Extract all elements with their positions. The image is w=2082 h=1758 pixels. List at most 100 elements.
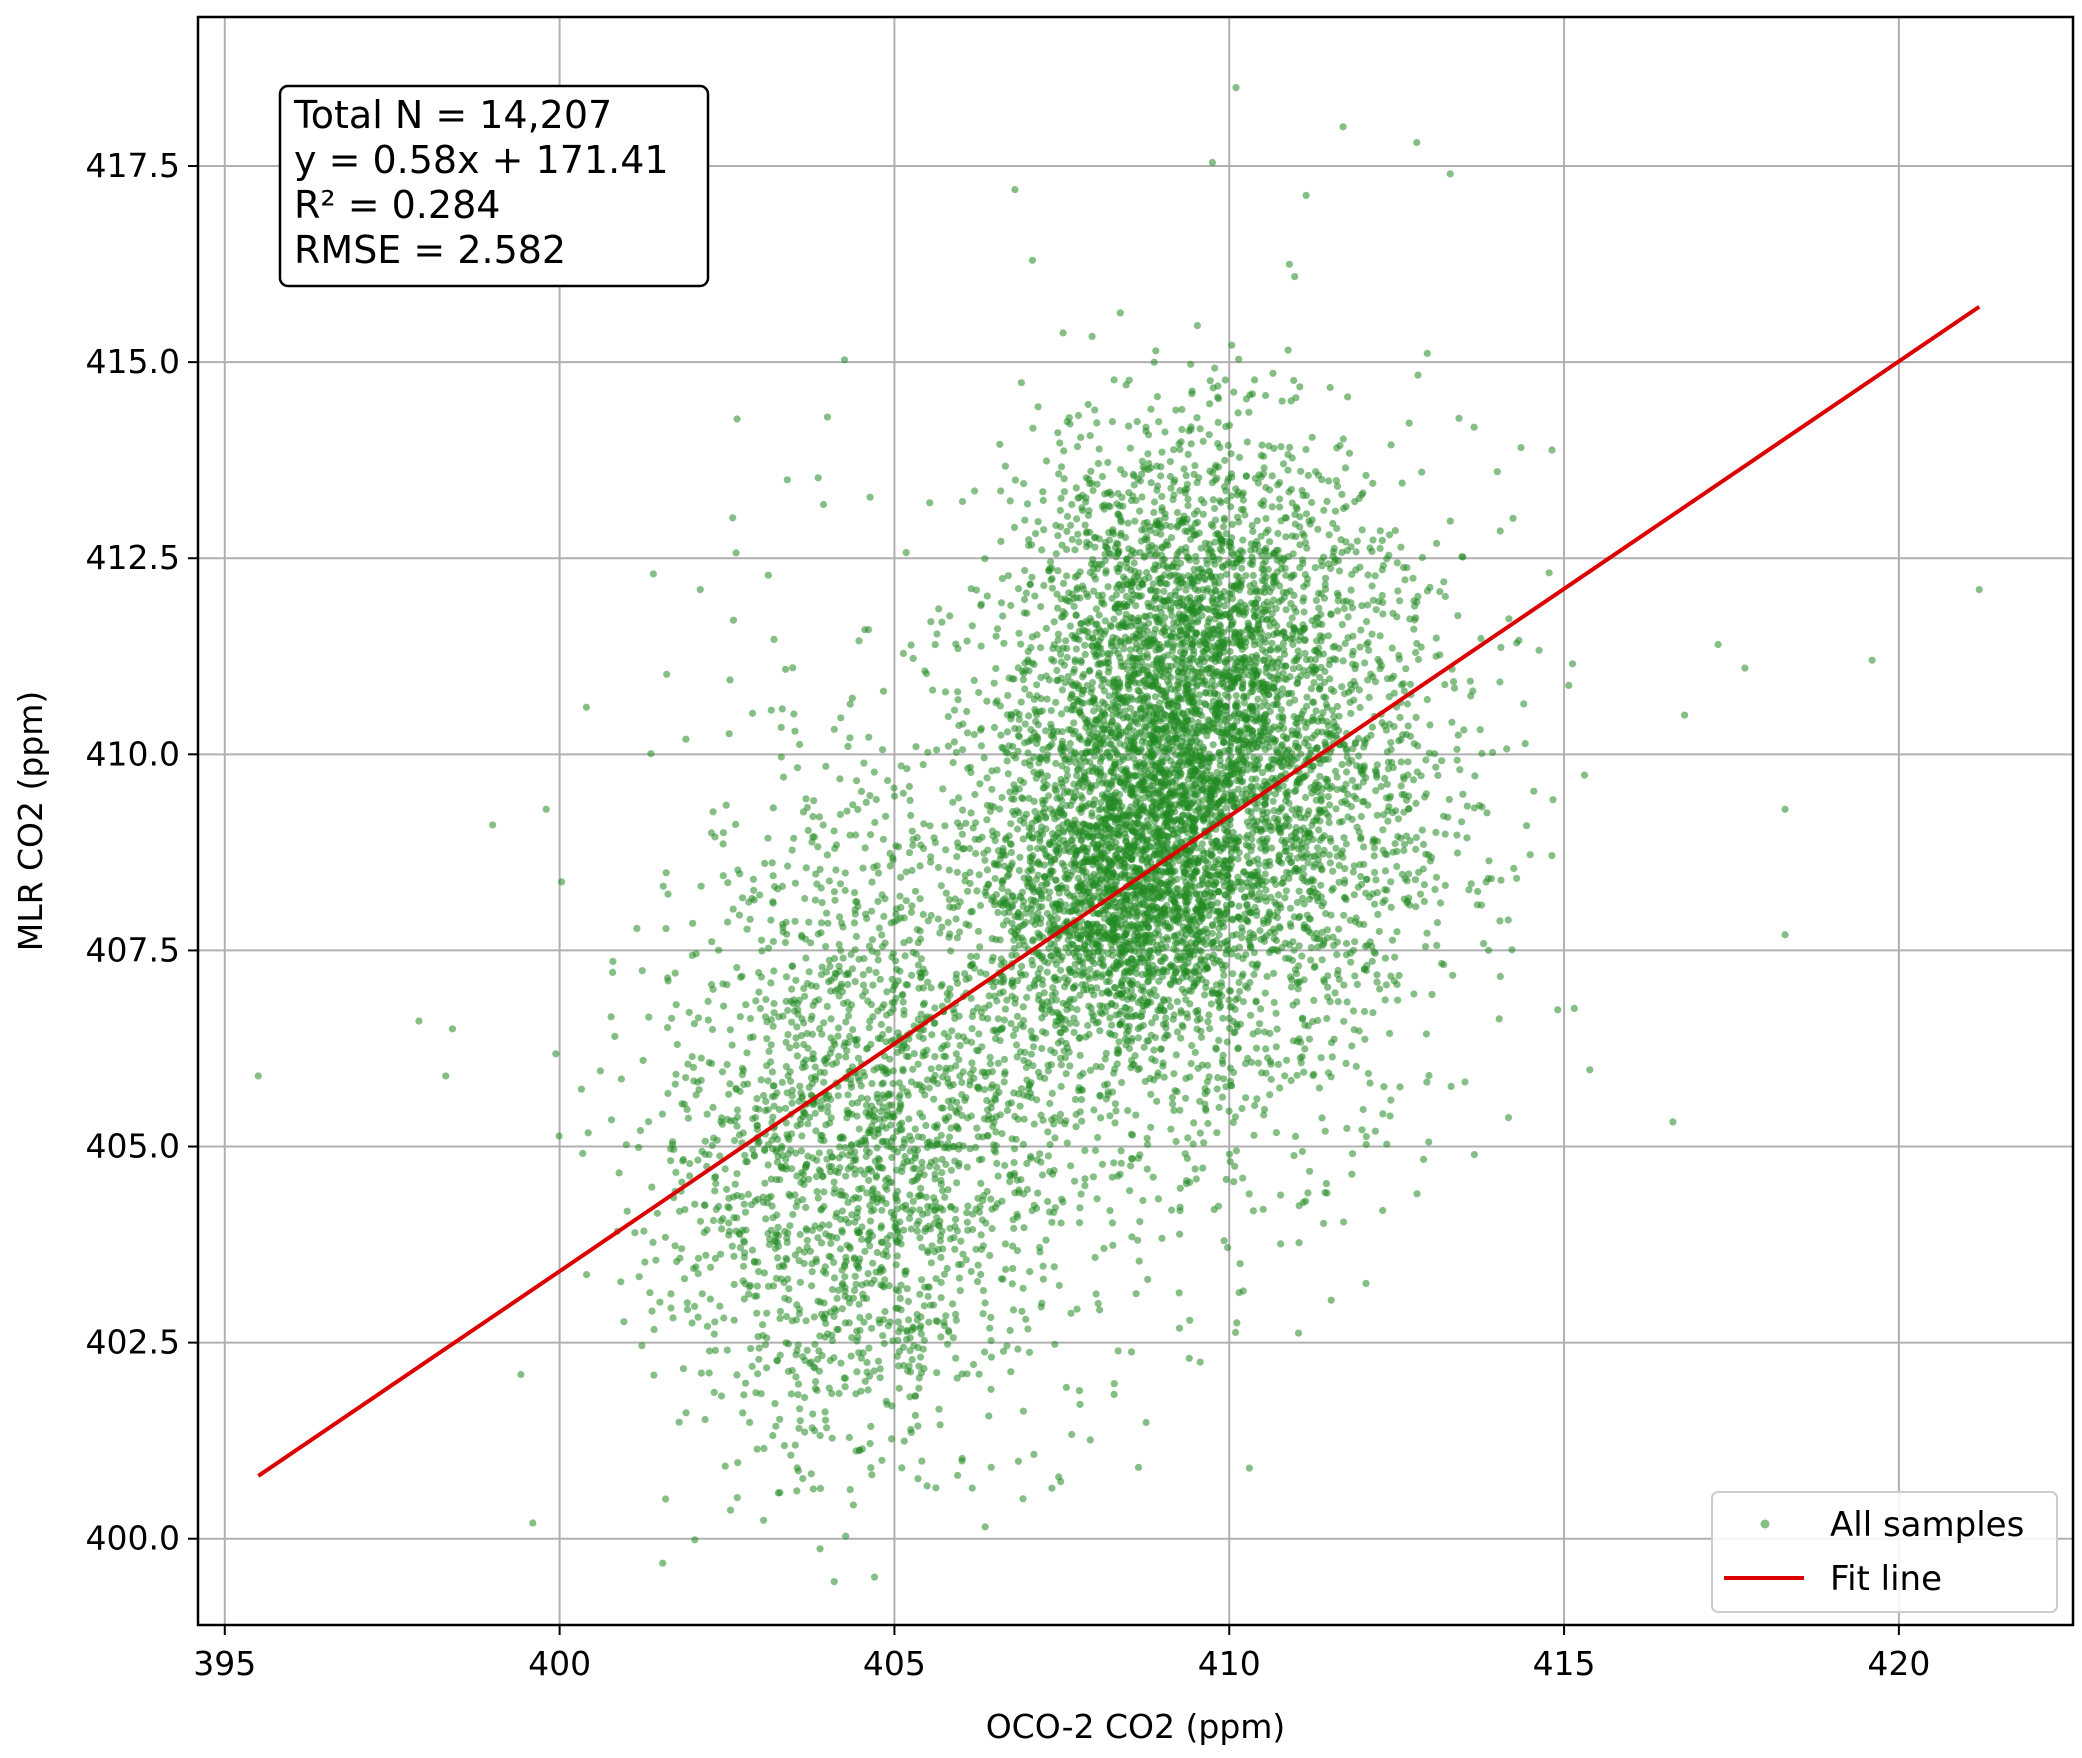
scatter-point	[870, 1276, 878, 1284]
scatter-point	[1086, 432, 1094, 440]
scatter-point	[1036, 1243, 1044, 1252]
scatter-point	[1257, 702, 1265, 711]
scatter-point	[1206, 1025, 1214, 1033]
scatter-point	[672, 1168, 680, 1176]
scatter-point	[1070, 719, 1078, 727]
scatter-point	[924, 748, 932, 756]
scatter-point	[802, 1203, 810, 1212]
scatter-point	[798, 1132, 806, 1140]
scatter-point	[1272, 1043, 1280, 1051]
scatter-point	[707, 1263, 715, 1271]
scatter-point	[1467, 880, 1475, 888]
scatter-point	[939, 1187, 947, 1195]
scatter-point	[708, 1141, 716, 1150]
scatter-point	[953, 1374, 961, 1382]
scatter-point	[1017, 1085, 1026, 1093]
scatter-point	[1122, 592, 1130, 601]
scatter-point	[1061, 974, 1069, 982]
scatter-point	[1238, 972, 1246, 980]
scatter-point	[1256, 1020, 1264, 1028]
scatter-point	[807, 939, 815, 947]
scatter-point	[762, 995, 770, 1004]
scatter-point	[1078, 1117, 1086, 1125]
scatter-point	[1387, 1096, 1395, 1104]
scatter-point	[977, 742, 986, 750]
scatter-point	[1076, 1204, 1084, 1212]
scatter-point	[720, 1314, 728, 1322]
scatter-point	[1202, 688, 1210, 696]
scatter-point	[1214, 382, 1222, 390]
scatter-point	[1272, 1009, 1280, 1017]
scatter-point	[848, 1099, 856, 1108]
scatter-point	[1467, 692, 1475, 700]
scatter-point	[746, 1034, 754, 1042]
scatter-point	[798, 931, 806, 940]
scatter-point	[646, 1289, 654, 1297]
scatter-point	[983, 592, 991, 600]
scatter-point	[794, 1391, 802, 1399]
scatter-point	[1477, 901, 1486, 909]
scatter-point	[1095, 445, 1103, 453]
scatter-point	[1132, 1290, 1140, 1298]
scatter-point	[1095, 776, 1103, 784]
scatter-point	[1251, 376, 1259, 384]
scatter-point	[1385, 531, 1394, 539]
scatter-point	[669, 1314, 677, 1322]
scatter-point	[1085, 729, 1093, 737]
scatter-point	[918, 1164, 926, 1172]
scatter-point	[1158, 448, 1166, 456]
scatter-point	[740, 1080, 748, 1089]
scatter-point	[1373, 889, 1381, 897]
scatter-point	[790, 710, 798, 718]
scatter-point	[1358, 526, 1366, 534]
scatter-point	[925, 1318, 933, 1326]
scatter-point	[1440, 578, 1448, 586]
scatter-point	[739, 1262, 748, 1270]
scatter-point	[748, 1362, 756, 1370]
scatter-point	[1394, 815, 1402, 823]
scatter-point	[1093, 480, 1101, 488]
scatter-point	[1196, 1129, 1204, 1137]
scatter-point	[1098, 682, 1106, 690]
scatter-point	[717, 1392, 726, 1400]
scatter-point	[1356, 643, 1364, 651]
scatter-point	[1405, 805, 1413, 813]
scatter-point	[987, 1084, 995, 1092]
scatter-point	[846, 734, 854, 742]
scatter-point	[753, 1282, 761, 1290]
scatter-point	[1249, 527, 1257, 536]
scatter-point	[1107, 740, 1115, 749]
scatter-point	[787, 1390, 795, 1398]
scatter-point	[830, 827, 838, 835]
scatter-point	[1326, 383, 1334, 392]
scatter-point	[1067, 1309, 1075, 1317]
scatter-point	[701, 1415, 709, 1424]
scatter-point	[1150, 1046, 1158, 1054]
scatter-point	[1362, 1140, 1370, 1149]
scatter-point	[913, 1220, 921, 1228]
scatter-point	[1282, 514, 1290, 522]
scatter-point	[1207, 1000, 1215, 1008]
scatter-point	[1014, 1457, 1023, 1465]
scatter-point	[1283, 1056, 1291, 1064]
scatter-point	[1441, 592, 1449, 601]
scatter-point	[1334, 597, 1342, 605]
scatter-point	[1085, 1030, 1093, 1038]
scatter-point	[815, 813, 824, 821]
scatter-point	[1015, 715, 1023, 724]
scatter-point	[1009, 1306, 1018, 1314]
scatter-point	[761, 1145, 769, 1154]
scatter-point	[1086, 1436, 1094, 1444]
scatter-point	[1275, 923, 1283, 931]
scatter-point	[1000, 639, 1008, 647]
scatter-point	[1020, 1224, 1028, 1232]
scatter-point	[1175, 1324, 1184, 1332]
scatter-point	[1242, 472, 1250, 480]
scatter-point	[918, 1158, 926, 1166]
scatter-point	[794, 1380, 803, 1388]
scatter-point	[1034, 735, 1042, 743]
scatter-point	[1044, 1197, 1052, 1206]
scatter-point	[1347, 958, 1355, 966]
scatter-point	[1171, 1087, 1179, 1095]
scatter-point	[1074, 874, 1082, 882]
